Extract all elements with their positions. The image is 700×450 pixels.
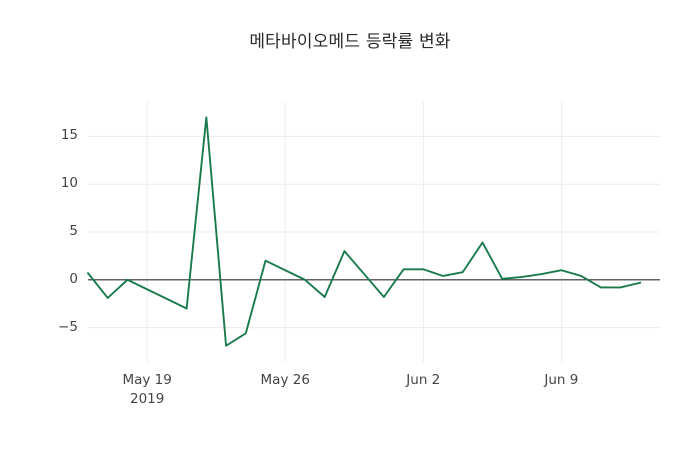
data-series-line	[87, 116, 642, 347]
x-axis-tick-label: Jun 2	[406, 372, 441, 388]
x-axis-tick-label: Jun 9	[544, 372, 579, 388]
x-axis-tick-label: May 19 2019	[87, 371, 207, 409]
y-axis-tick-label: 15	[60, 127, 78, 144]
vertical-gridlines	[146, 102, 562, 362]
chart-title: 메타바이오메드 등락률 변화	[249, 32, 451, 52]
y-axis-tick-label: 0	[69, 270, 78, 287]
y-axis-tick-label: −5	[58, 318, 78, 335]
x-axis-tick-sublabel: 2019	[129, 391, 165, 407]
x-axis-tick-label: May 26	[260, 372, 310, 388]
y-axis-tick-label: 5	[69, 223, 78, 239]
y-axis-tick-label: 10	[60, 175, 78, 192]
horizontal-gridlines	[88, 135, 660, 329]
